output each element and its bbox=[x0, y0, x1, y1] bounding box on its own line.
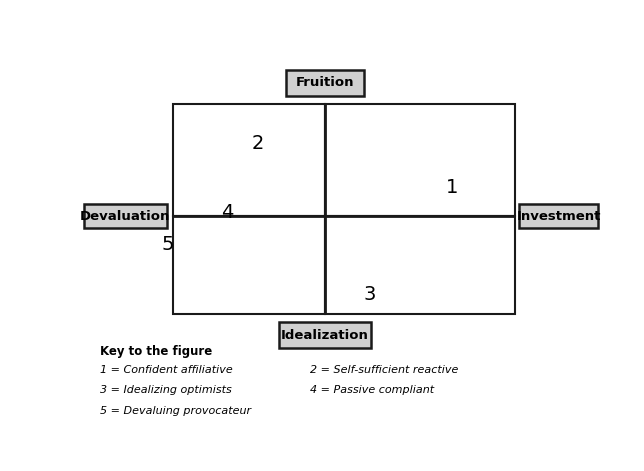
FancyBboxPatch shape bbox=[325, 216, 515, 314]
Text: 3: 3 bbox=[364, 284, 376, 304]
FancyBboxPatch shape bbox=[173, 104, 325, 216]
Text: Idealization: Idealization bbox=[281, 329, 369, 341]
FancyBboxPatch shape bbox=[173, 216, 325, 314]
Text: Fruition: Fruition bbox=[296, 76, 354, 89]
Text: 4 = Passive compliant: 4 = Passive compliant bbox=[310, 385, 434, 396]
Text: 2: 2 bbox=[252, 134, 264, 153]
Text: 4: 4 bbox=[222, 203, 234, 222]
FancyBboxPatch shape bbox=[279, 322, 371, 348]
Text: 5: 5 bbox=[162, 235, 174, 254]
FancyBboxPatch shape bbox=[519, 204, 598, 228]
FancyBboxPatch shape bbox=[287, 70, 364, 96]
Text: 3 = Idealizing optimists: 3 = Idealizing optimists bbox=[100, 385, 232, 396]
Text: 1: 1 bbox=[446, 178, 459, 196]
Text: Devaluation: Devaluation bbox=[80, 210, 171, 223]
Text: 1 = Confident affiliative: 1 = Confident affiliative bbox=[100, 365, 233, 375]
Text: Key to the figure: Key to the figure bbox=[100, 345, 213, 358]
Text: 2 = Self-sufficient reactive: 2 = Self-sufficient reactive bbox=[310, 365, 459, 375]
FancyBboxPatch shape bbox=[84, 204, 167, 228]
FancyBboxPatch shape bbox=[325, 104, 515, 216]
Text: Investment: Investment bbox=[516, 210, 601, 223]
Text: 5 = Devaluing provocateur: 5 = Devaluing provocateur bbox=[100, 406, 252, 416]
